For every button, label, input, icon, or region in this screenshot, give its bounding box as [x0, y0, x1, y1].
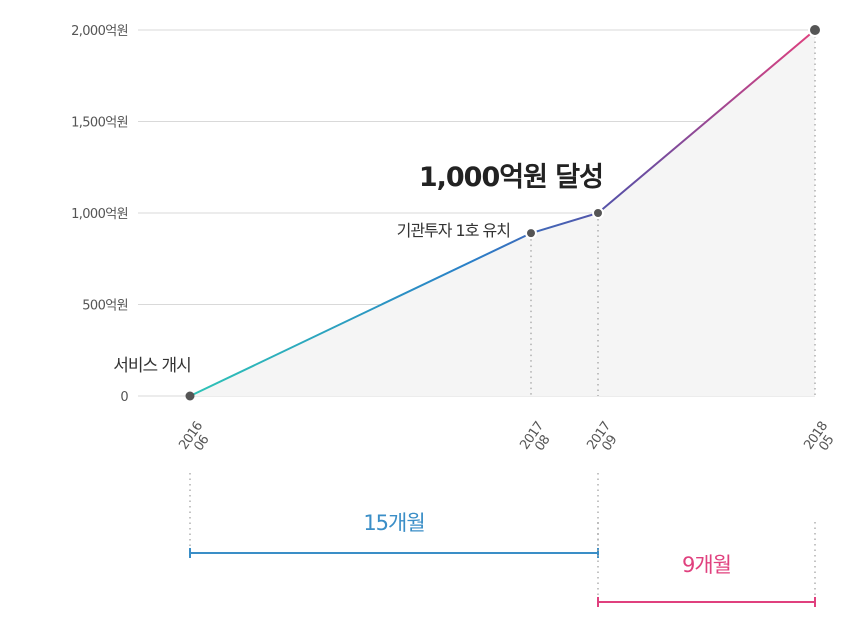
guide-lines [530, 36, 816, 396]
period-spans: 15개월 9개월 [189, 473, 816, 607]
y-tick-label: 2,000억원 [71, 24, 128, 39]
area [190, 30, 815, 396]
data-point [592, 207, 604, 219]
series [189, 29, 816, 397]
span-label: 9개월 [682, 553, 731, 577]
y-tick-label: 1,500억원 [71, 116, 128, 131]
area-fill [190, 30, 815, 396]
data-point [525, 227, 537, 240]
annotation-milestone: 1,000억원 달성 [419, 162, 603, 193]
annotation-service-launch: 서비스 개시 [113, 356, 191, 376]
data-point [808, 23, 822, 37]
data-points [185, 23, 822, 401]
series-line [189, 29, 816, 397]
data-point [185, 391, 195, 401]
y-tick-label: 500억원 [82, 299, 128, 314]
span-label: 15개월 [363, 511, 424, 535]
y-tick-label: 1,000억원 [71, 207, 128, 222]
y-tick-label: 0 [120, 390, 128, 405]
annotation-institutional-investment: 기관투자 1호 유치 [397, 221, 510, 240]
annotations: 서비스 개시 기관투자 1호 유치 1,000억원 달성 [113, 162, 604, 376]
